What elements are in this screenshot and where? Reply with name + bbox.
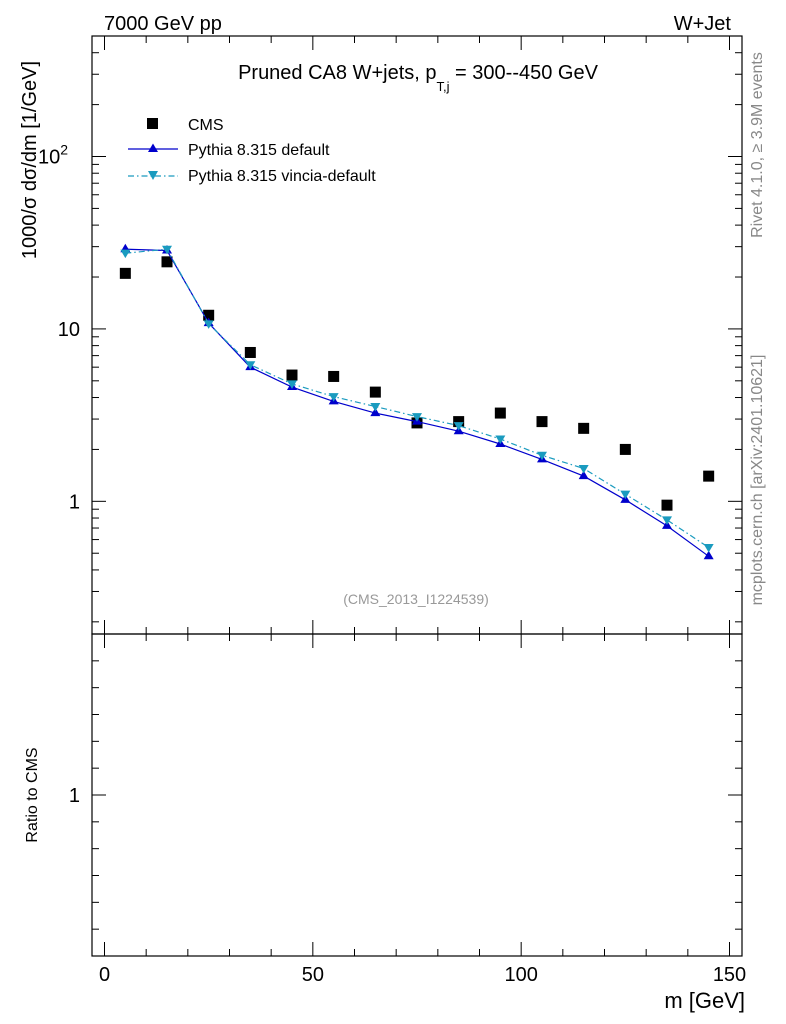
legend-label-vincia: Pythia 8.315 vincia-default — [188, 168, 376, 185]
legend: CMS Pythia 8.315 default Pythia 8.315 vi… — [128, 117, 376, 185]
ratio-y-axis-label: Ratio to CMS — [24, 747, 41, 842]
plot-title-rest: = 300--450 GeV — [450, 62, 599, 84]
cms-data-point — [119, 267, 131, 279]
legend-marker-vincia — [148, 171, 158, 180]
vincia-series-marker — [537, 451, 547, 461]
legend-marker-cms — [147, 118, 158, 129]
default-series-marker — [370, 407, 381, 417]
rivet-label: Rivet 4.1.0, ≥ 3.9M events — [749, 52, 766, 238]
cms-data-point — [619, 443, 631, 455]
x-tick-label: 0 — [99, 964, 110, 986]
legend-label-cms: CMS — [188, 117, 224, 134]
vincia-series-marker — [578, 465, 589, 474]
cms-data-point — [286, 369, 298, 381]
plot-title: Pruned CA8 W+jets, pT,j = 300--450 GeV — [238, 62, 599, 94]
vincia-series-marker — [120, 249, 131, 259]
vincia-series-marker — [703, 543, 714, 553]
vincia-series-marker — [287, 380, 297, 389]
cms-data-point — [161, 256, 173, 268]
vincia-series-marker — [453, 422, 464, 431]
y-axis-label: 1000/σ dσ/dm [1/GeV] — [19, 61, 41, 259]
x-tick-label: 50 — [302, 964, 324, 986]
vincia-series-marker — [495, 435, 506, 444]
cms-data-point — [244, 346, 256, 358]
ratio-panel-frame — [91, 633, 743, 957]
cms-data-point — [453, 416, 465, 428]
cms-data-point — [328, 370, 340, 382]
plot-title-sub: T,j — [437, 79, 450, 94]
x-axis-label: m [GeV] — [664, 988, 745, 1013]
vincia-series-marker — [203, 320, 214, 329]
mcplots-label: mcplots.cern.ch [arXiv:2401.10621] — [749, 355, 766, 606]
cms-data-point — [494, 407, 506, 419]
x-tick-label: 100 — [504, 964, 537, 986]
y-tick-label: 102 — [38, 142, 68, 169]
cms-data-point — [536, 416, 548, 428]
y-tick-exponent: 2 — [60, 142, 68, 158]
y-tick-base: 10 — [38, 147, 60, 169]
cms-data-point — [661, 499, 673, 511]
cms-data-point — [203, 309, 215, 321]
y-tick-label: 10 — [58, 319, 80, 341]
cms-data-point — [578, 422, 590, 434]
vincia-series-marker — [370, 402, 381, 412]
cms-data-point — [369, 386, 381, 398]
vincia-series-marker — [620, 490, 631, 500]
vincia-series-marker — [328, 393, 339, 402]
x-tick-label: 150 — [713, 964, 746, 986]
default-series-marker — [578, 470, 589, 480]
default-series-marker — [703, 550, 714, 560]
process-label: W+Jet — [674, 13, 732, 35]
cms-data-point — [703, 470, 715, 482]
energy-label: 7000 GeV pp — [104, 13, 222, 35]
vincia-series-marker — [162, 245, 172, 255]
legend-marker-default — [148, 143, 158, 152]
ratio-tick-label: 1 — [69, 785, 80, 807]
default-series-line — [125, 248, 710, 557]
analysis-id: (CMS_2013_I1224539) — [343, 591, 489, 607]
vincia-series-marker — [412, 413, 422, 422]
series-layer — [119, 243, 715, 560]
vincia-series-marker — [662, 516, 672, 525]
plot-title-main: Pruned CA8 W+jets, p — [238, 62, 436, 84]
vincia-series-marker — [245, 361, 256, 370]
legend-label-default: Pythia 8.315 default — [188, 142, 330, 159]
y-tick-label: 1 — [69, 491, 80, 513]
